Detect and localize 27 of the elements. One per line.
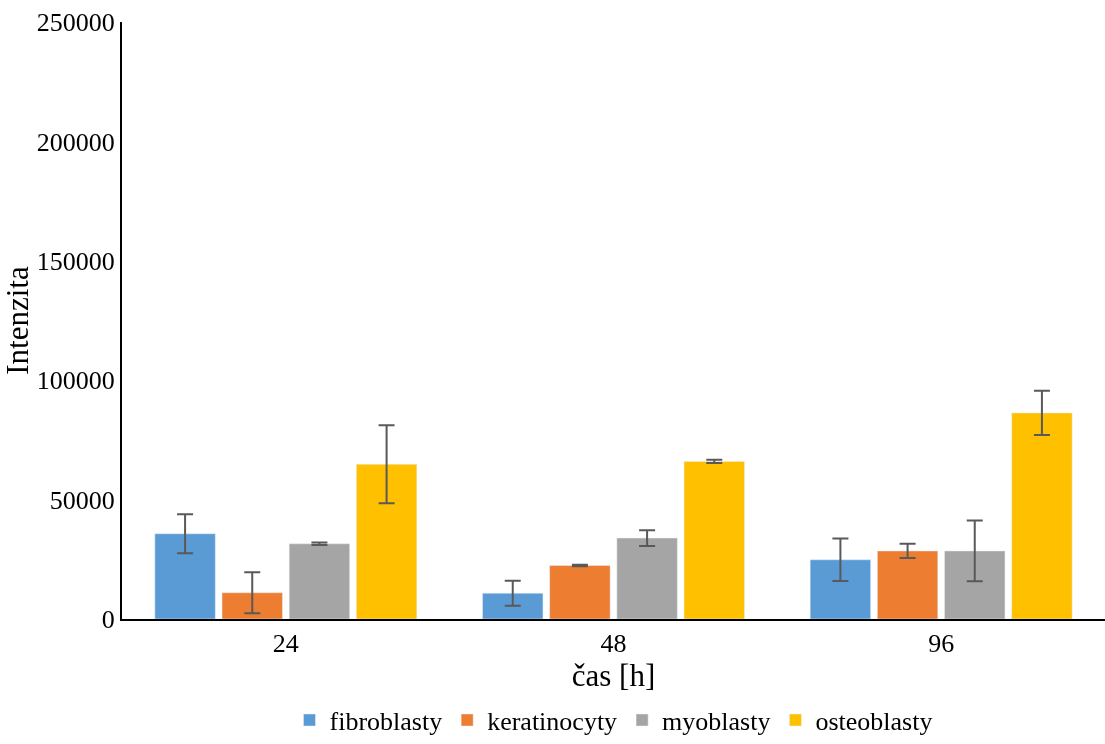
y-tick-label: 200000 [36,127,115,157]
legend-label: osteoblasty [815,707,933,737]
y-tick-label: 100000 [36,366,115,396]
bar [221,592,283,619]
y-tick-label: 150000 [36,246,115,276]
bar [683,461,745,619]
bar [482,592,544,619]
bar [877,550,939,619]
y-tick-label: 250000 [36,8,115,38]
bar [809,559,871,619]
y-tick-label: 50000 [49,485,115,515]
x-tick-label: 48 [600,629,627,659]
y-axis-title: Intenzita [0,266,35,375]
bar [616,537,678,619]
x-tick-label: 24 [272,629,299,659]
bar [549,565,611,619]
bar [288,543,350,619]
x-axis-title: čas [h] [571,658,656,694]
legend-label: fibroblasty [329,707,443,737]
legend-label: myoblasty [662,707,771,737]
bar [1011,412,1073,619]
y-tick-label: 0 [101,605,115,635]
legend-label: keratinocyty [487,707,618,737]
bar [154,533,216,619]
x-tick-label: 96 [928,629,955,659]
bar [944,550,1006,619]
bar [356,464,418,619]
